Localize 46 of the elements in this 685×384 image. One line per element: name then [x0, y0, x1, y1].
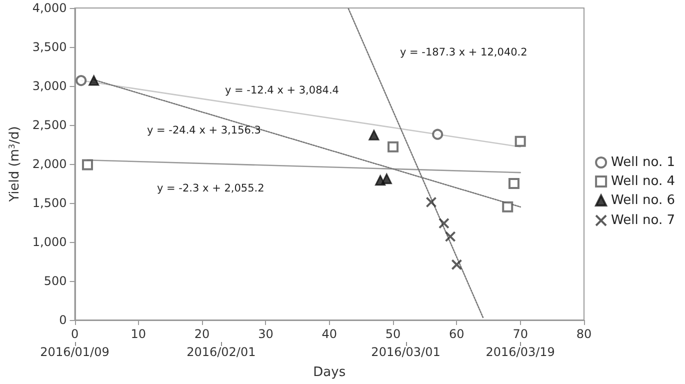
x2-tick-label: 2016/02/01: [186, 345, 256, 359]
point: [388, 141, 399, 152]
point: [381, 174, 392, 184]
x-tick-label: 20: [194, 327, 210, 341]
y-tick-label: 3,500: [32, 40, 67, 54]
y-tick-label: 2,000: [32, 157, 67, 171]
point: [76, 75, 87, 86]
point: [432, 128, 444, 140]
legend-label: Well no. 7: [611, 213, 676, 228]
point: [82, 159, 93, 170]
x-tick-label: 40: [322, 327, 338, 341]
x-tick-label: 60: [449, 327, 464, 341]
y-tick-label: 1,000: [32, 235, 67, 249]
y-axis-title: Yield (m3/d): [8, 126, 22, 203]
point: [88, 75, 100, 86]
y-tick-label: 500: [44, 274, 67, 288]
annotation: y = -2.3 x + 2,055.2: [157, 182, 264, 194]
x-tick-label: 0: [70, 327, 79, 341]
x-tick-label: 10: [130, 327, 146, 341]
x-tick-label: 30: [258, 327, 274, 341]
point: [426, 196, 437, 208]
y-tick-label: 0: [59, 313, 67, 327]
point: [508, 178, 520, 189]
x-tick-label: 80: [576, 327, 592, 341]
point: [438, 218, 450, 229]
annotation: y = -24.4 x + 3,156.3: [147, 124, 261, 136]
x2-tick-label: 2016/01/09: [40, 345, 110, 359]
legend-label: Well no. 1: [611, 155, 676, 170]
annotation: y = -187.3 x + 12,040.2: [400, 46, 528, 58]
y-tick-label: 2,500: [32, 118, 67, 132]
point: [514, 136, 526, 147]
annotation: y = -12.4 x + 3,084.4: [225, 84, 340, 96]
y-tick-label: 3,000: [32, 79, 67, 93]
y-tick-label: 1,500: [32, 196, 67, 210]
x-tick-label: 70: [512, 327, 528, 341]
x-tick-label: 50: [385, 327, 401, 341]
point: [451, 259, 462, 270]
legend-label: Well no. 6: [611, 193, 676, 208]
y-tick-label: 4,000: [32, 1, 67, 15]
x-axis-title: Days: [313, 365, 346, 380]
point: [502, 201, 514, 212]
legend-label: Well no. 4: [611, 174, 676, 189]
point: [368, 130, 380, 140]
x2-tick-label: 2016/03/01: [371, 345, 440, 359]
x2-tick-label: 2016/03/19: [486, 345, 555, 359]
point: [444, 231, 456, 242]
